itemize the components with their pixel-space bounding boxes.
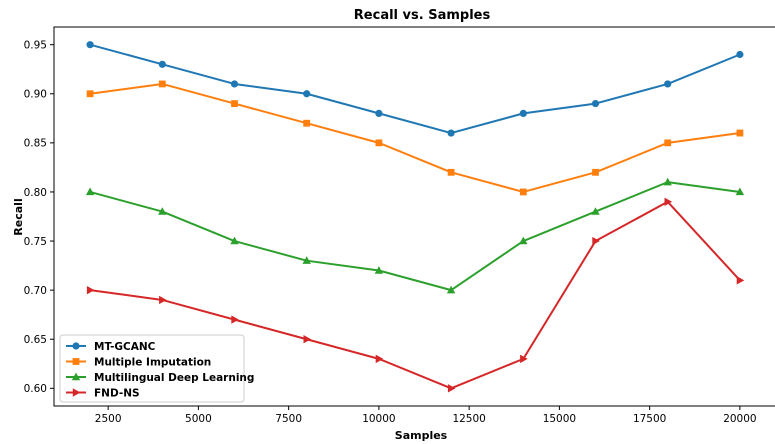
series-line-mt-gcanc xyxy=(89,43,741,135)
data-point-multilingual-deep-learning xyxy=(663,177,672,186)
data-point-multiple-imputation xyxy=(736,129,744,137)
plot-frame xyxy=(53,26,775,407)
data-point-mt-gcanc xyxy=(230,80,239,88)
x-tick-label: 7500 xyxy=(275,413,302,425)
data-point-fnd-ns xyxy=(520,354,528,364)
data-point-multilingual-deep-learning xyxy=(591,207,600,215)
y-tick-label: 0.80 xyxy=(24,187,47,199)
legend: MT-GCANC Multiple Imputation Multilingual … xyxy=(59,334,254,403)
y-tick-label: 0.75 xyxy=(24,236,47,248)
data-point-multilingual-deep-learning xyxy=(302,256,311,264)
x-tick-label: 15000 xyxy=(543,413,576,425)
x-tick-label: 10000 xyxy=(362,413,395,425)
data-point-multilingual-deep-learning xyxy=(446,285,456,294)
chart-title: Recall vs. Samples xyxy=(354,8,491,23)
legend-label-mt-gcanc: MT-GCANC xyxy=(94,341,156,353)
data-point-multilingual-deep-learning xyxy=(85,187,95,196)
legend-marker-multiple-imputation xyxy=(72,358,80,365)
data-point-multiple-imputation xyxy=(447,168,455,176)
x-tick-label: 17500 xyxy=(633,413,666,425)
data-point-multiple-imputation xyxy=(303,119,311,127)
legend-label-multiple-imputation: Multiple Imputation xyxy=(94,356,211,368)
y-tick-label: 0.95 xyxy=(24,39,47,51)
data-point-fnd-ns xyxy=(375,354,384,364)
data-point-multiple-imputation xyxy=(231,100,238,107)
x-tick-label: 20000 xyxy=(723,413,756,425)
data-point-multiple-imputation xyxy=(664,139,672,147)
data-point-multilingual-deep-learning xyxy=(735,187,745,196)
data-point-mt-gcanc xyxy=(158,60,166,68)
y-tick-label: 0.85 xyxy=(24,138,47,150)
data-point-multilingual-deep-learning xyxy=(374,266,384,274)
y-tick-label: 0.65 xyxy=(24,334,47,346)
data-point-mt-gcanc xyxy=(447,129,455,137)
data-point-mt-gcanc xyxy=(591,99,600,108)
series-line-multiple-imputation xyxy=(89,82,741,193)
data-point-mt-gcanc xyxy=(736,50,744,59)
data-point-mt-gcanc xyxy=(86,41,94,49)
data-point-fnd-ns xyxy=(736,276,745,285)
data-point-fnd-ns xyxy=(159,295,167,305)
x-tick-label: 2500 xyxy=(95,413,122,425)
legend-marker-mt-gcanc xyxy=(72,342,80,350)
data-point-multiple-imputation xyxy=(375,139,383,147)
y-tick-label: 0.60 xyxy=(24,383,47,395)
data-point-fnd-ns xyxy=(664,197,673,206)
legend-marker-fnd-ns xyxy=(72,388,81,397)
series-line-multilingual-deep-learning xyxy=(89,181,741,292)
data-point-multiple-imputation xyxy=(86,90,94,98)
data-point-multilingual-deep-learning xyxy=(519,236,528,245)
series-line-fnd-ns xyxy=(89,200,741,390)
data-point-fnd-ns xyxy=(592,236,600,246)
data-point-mt-gcanc xyxy=(303,90,311,98)
data-point-fnd-ns xyxy=(447,384,456,393)
x-tick-label: 5000 xyxy=(185,413,212,425)
data-point-fnd-ns xyxy=(86,285,95,295)
data-point-multiple-imputation xyxy=(519,188,527,196)
y-tick-label: 0.70 xyxy=(24,285,47,297)
legend-label-multilingual-deep-learning: Multilingual Deep Learning xyxy=(94,372,254,384)
data-point-multilingual-deep-learning xyxy=(230,236,239,245)
y-tick-label: 0.90 xyxy=(24,89,47,101)
x-axis-label: Samples xyxy=(395,429,448,442)
data-point-fnd-ns xyxy=(231,315,239,324)
y-axis: 0.60 0.65 0.70 0.75 0.80 0.85 0.90 0.95 xyxy=(24,39,54,395)
legend-box xyxy=(59,334,245,403)
data-point-mt-gcanc xyxy=(664,80,672,88)
data-point-multiple-imputation xyxy=(592,168,599,176)
data-point-mt-gcanc xyxy=(375,109,383,118)
series-layer xyxy=(85,41,745,393)
legend-label-fnd-ns: FND-NS xyxy=(94,387,140,399)
x-axis: 2500 5000 7500 10000 12500 15000 17500 20000 xyxy=(95,406,757,425)
y-axis-label: Recall xyxy=(12,198,25,235)
data-point-multiple-imputation xyxy=(158,80,166,88)
legend-marker-multilingual-deep-learning xyxy=(71,372,81,381)
data-point-fnd-ns xyxy=(303,335,312,344)
x-tick-label: 12500 xyxy=(452,413,485,425)
data-point-mt-gcanc xyxy=(519,109,527,118)
data-point-multilingual-deep-learning xyxy=(158,207,167,215)
